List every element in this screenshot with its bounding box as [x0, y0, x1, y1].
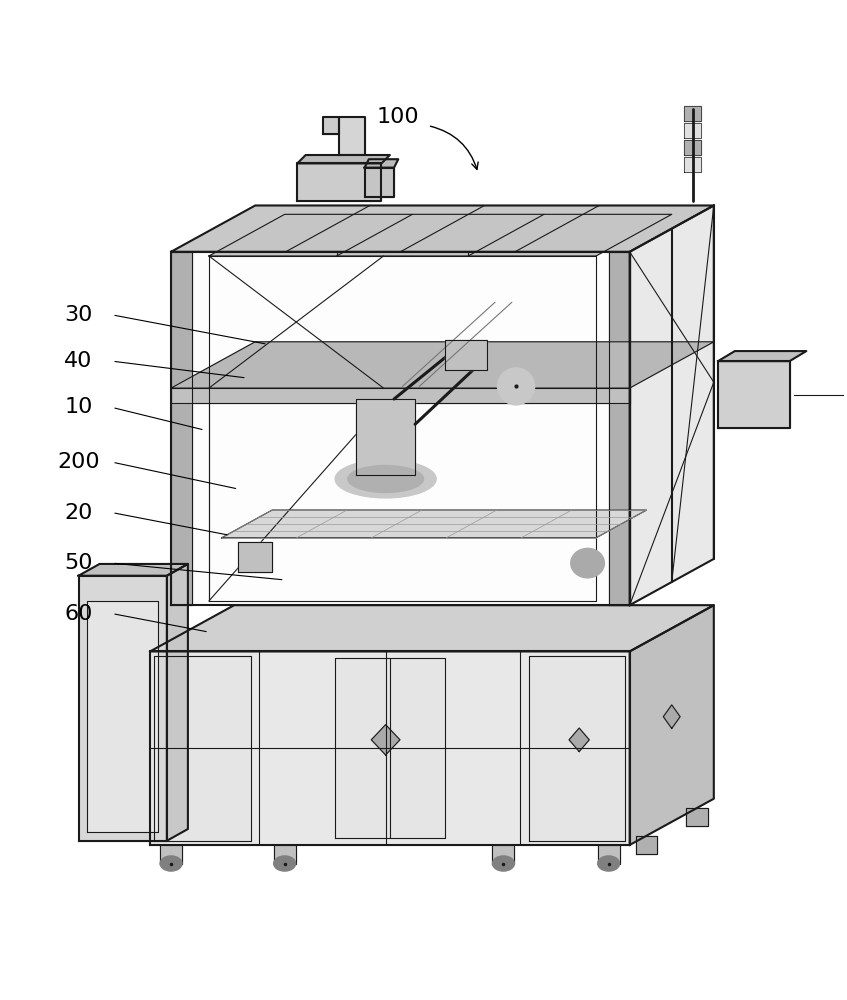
Polygon shape: [686, 808, 708, 826]
Polygon shape: [150, 605, 714, 651]
Polygon shape: [274, 845, 296, 864]
Polygon shape: [209, 214, 672, 256]
Polygon shape: [718, 351, 806, 361]
Text: 50: 50: [64, 553, 93, 573]
Ellipse shape: [492, 856, 514, 871]
Polygon shape: [79, 564, 188, 576]
Text: 200: 200: [58, 452, 100, 472]
Polygon shape: [238, 542, 272, 572]
Polygon shape: [357, 399, 415, 475]
Polygon shape: [635, 836, 657, 854]
Text: 60: 60: [64, 604, 92, 624]
Polygon shape: [684, 140, 701, 155]
Polygon shape: [629, 605, 714, 845]
Text: 20: 20: [64, 503, 92, 523]
Polygon shape: [171, 252, 192, 605]
Polygon shape: [171, 388, 629, 403]
Text: 10: 10: [64, 397, 92, 417]
Polygon shape: [492, 845, 514, 864]
Polygon shape: [150, 651, 629, 845]
Polygon shape: [629, 205, 714, 605]
Polygon shape: [79, 576, 167, 841]
Ellipse shape: [274, 856, 296, 871]
Polygon shape: [167, 564, 188, 841]
Polygon shape: [529, 656, 625, 841]
Polygon shape: [364, 159, 398, 168]
Polygon shape: [222, 510, 646, 538]
Circle shape: [497, 368, 534, 405]
Polygon shape: [297, 155, 390, 163]
Polygon shape: [171, 342, 714, 388]
Polygon shape: [160, 845, 182, 864]
Ellipse shape: [348, 466, 424, 492]
Polygon shape: [598, 845, 619, 864]
Polygon shape: [364, 168, 394, 197]
Text: 30: 30: [64, 305, 92, 325]
Ellipse shape: [571, 548, 605, 578]
Polygon shape: [154, 656, 251, 841]
Polygon shape: [569, 728, 590, 752]
Polygon shape: [371, 725, 400, 755]
Polygon shape: [684, 106, 701, 121]
Polygon shape: [340, 117, 364, 155]
Polygon shape: [684, 157, 701, 172]
Polygon shape: [609, 252, 629, 605]
Polygon shape: [297, 163, 381, 201]
Ellipse shape: [160, 856, 182, 871]
Polygon shape: [684, 123, 701, 138]
Ellipse shape: [335, 460, 436, 498]
Polygon shape: [171, 252, 629, 605]
Polygon shape: [323, 117, 340, 134]
Text: 40: 40: [64, 351, 92, 371]
Polygon shape: [718, 361, 789, 428]
Text: 100: 100: [377, 107, 419, 127]
Polygon shape: [171, 205, 714, 252]
Ellipse shape: [598, 856, 619, 871]
Polygon shape: [445, 340, 487, 370]
Polygon shape: [87, 601, 158, 832]
Polygon shape: [663, 705, 680, 728]
Polygon shape: [335, 658, 445, 838]
